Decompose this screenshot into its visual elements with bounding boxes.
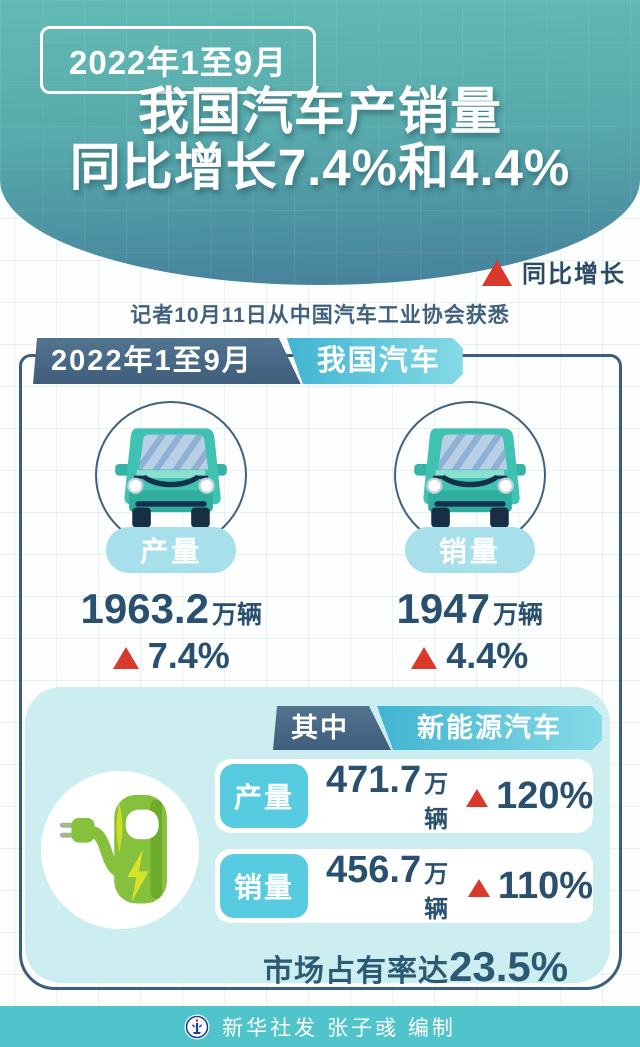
nev-sales-change-pct: 110%: [497, 864, 593, 907]
up-triangle-icon: [482, 257, 512, 286]
main-title-line2: 同比增长7.4%和4.4%: [69, 139, 571, 196]
sales-number: 1947: [396, 585, 490, 632]
car-stats-row: 产量 1963.2 万辆 7.4%: [22, 401, 619, 677]
nev-production-unit: 万辆: [424, 770, 449, 833]
footer-bar: 新华社发 张子彧 编制: [0, 1006, 640, 1047]
ev-charger-icon: [59, 794, 167, 904]
nev-production-row: 产量 471.7 万辆 120%: [215, 759, 593, 833]
production-column: 产量 1963.2 万辆 7.4%: [22, 401, 321, 677]
production-unit: 万辆: [211, 601, 262, 629]
header-banner: 2022年1至9月 我国汽车产销量 同比增长7.4%和4.4%: [0, 0, 640, 285]
production-number: 1963.2: [80, 585, 209, 632]
market-share-value: 23.5%: [449, 943, 569, 990]
source-subtitle: 记者10月11日从中国汽车工业协会获悉: [130, 304, 510, 327]
production-change: 7.4%: [112, 635, 230, 677]
header-date-badge: 2022年1至9月: [40, 26, 317, 94]
nev-sales-unit: 万辆: [424, 860, 449, 923]
auto-section-badges: 2022年1至9月 我国汽车: [33, 338, 463, 384]
footer-credit: 新华社发 张子彧 编制: [222, 1016, 456, 1040]
nev-production-number: 471.7: [326, 758, 422, 801]
nev-production-pill: 产量: [220, 764, 308, 828]
up-triangle-icon: [112, 644, 139, 669]
sales-value: 1947 万辆: [397, 585, 543, 633]
market-share-label: 市场占有率达: [263, 955, 449, 988]
nev-sales-number: 456.7: [326, 848, 422, 891]
production-value: 1963.2 万辆: [81, 585, 262, 633]
sales-change-pct: 4.4%: [446, 635, 529, 676]
sales-pill: 销量: [404, 527, 535, 573]
nev-production-value: 471.7 万辆: [326, 759, 448, 834]
header-date-badge-label: 2022年1至9月: [69, 44, 288, 81]
car-icon-circle: [95, 401, 248, 549]
nev-panel: 其中 新能源汽车 产量: [25, 687, 610, 990]
ev-charger-circle: [41, 771, 199, 929]
main-title: 我国汽车产销量 同比增长7.4%和4.4%: [0, 84, 640, 196]
auto-date-badge: 2022年1至9月: [33, 338, 301, 384]
nev-prefix-badge: 其中: [273, 706, 391, 750]
auto-stats-box: 产量 1963.2 万辆 7.4%: [19, 354, 622, 990]
car-icon: [413, 428, 526, 528]
xinhua-logo: [184, 1014, 210, 1039]
nev-sales-pill: 销量: [220, 854, 308, 918]
market-share: 市场占有率达 23.5%: [263, 943, 568, 991]
nev-sales-value: 456.7 万辆: [326, 849, 450, 924]
nev-production-change-pct: 120%: [496, 774, 594, 817]
auto-category-badge: 我国汽车: [287, 338, 463, 384]
up-triangle-icon: [411, 644, 438, 669]
yoy-legend: 同比增长: [482, 254, 626, 289]
sales-column: 销量 1947 万辆 4.4%: [321, 401, 620, 677]
production-pill: 产量: [106, 527, 237, 573]
up-triangle-icon: [467, 876, 490, 897]
production-change-pct: 7.4%: [147, 635, 230, 676]
main-title-line1: 我国汽车产销量: [137, 83, 502, 140]
header-grid-pattern: [0, 0, 640, 285]
nev-section-badges: 其中 新能源汽车: [273, 706, 602, 750]
sales-unit: 万辆: [492, 601, 543, 629]
car-icon-circle: [393, 401, 546, 549]
car-icon: [115, 428, 228, 528]
nev-category-badge: 新能源汽车: [377, 706, 602, 750]
up-triangle-icon: [466, 786, 489, 807]
nev-sales-row: 销量 456.7 万辆 110%: [215, 849, 593, 923]
sales-change: 4.4%: [411, 635, 528, 677]
nev-rows: 产量 471.7 万辆 120% 销量 456.7 万辆 110%: [215, 759, 593, 923]
yoy-legend-label: 同比增长: [522, 261, 626, 288]
